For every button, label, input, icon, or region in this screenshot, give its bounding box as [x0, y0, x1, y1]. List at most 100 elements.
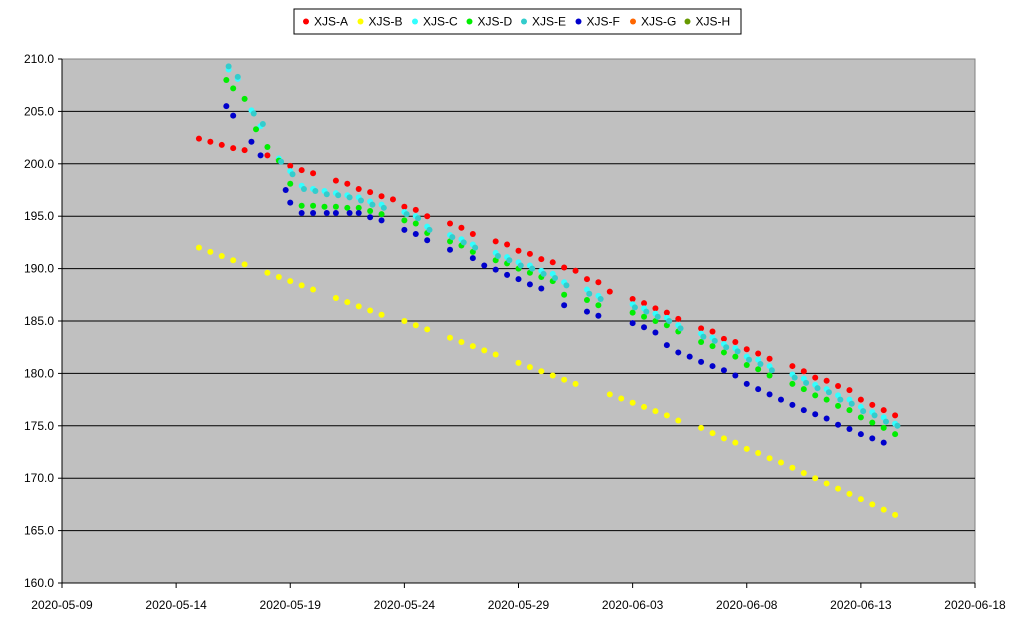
- legend-label: XJS-E: [532, 15, 566, 29]
- legend-item-xjs-b: XJS-B: [357, 15, 403, 29]
- data-point: [563, 282, 570, 289]
- data-point: [264, 152, 271, 159]
- data-point: [310, 202, 317, 209]
- series-xjs-a: [195, 135, 899, 419]
- data-point: [321, 203, 328, 210]
- legend-marker: [466, 18, 473, 25]
- x-tick-label: 2020-05-09: [31, 598, 93, 612]
- data-point: [380, 204, 387, 211]
- data-point: [800, 368, 807, 375]
- data-point: [549, 259, 556, 266]
- x-tick-label: 2020-06-08: [716, 598, 778, 612]
- data-point: [282, 187, 289, 193]
- data-point: [663, 309, 670, 316]
- data-point: [332, 177, 339, 184]
- data-point: [259, 120, 266, 127]
- legend-item-xjs-a: XJS-A: [303, 15, 348, 29]
- data-point: [743, 380, 750, 387]
- data-point: [469, 343, 476, 350]
- data-point: [572, 380, 579, 387]
- data-point: [195, 135, 202, 142]
- data-point: [734, 348, 741, 355]
- data-point: [415, 215, 422, 222]
- data-point: [709, 343, 716, 350]
- data-point: [583, 297, 590, 304]
- series-xjs-d: [223, 76, 899, 438]
- data-point: [472, 244, 479, 251]
- data-point: [447, 220, 454, 227]
- data-point: [561, 302, 568, 309]
- data-point: [506, 257, 513, 264]
- data-point: [641, 403, 648, 410]
- data-point: [492, 238, 499, 245]
- data-point: [846, 387, 853, 394]
- y-axis-ticks: 160.0 165.0 170.0 175.0 180.0 185.0 190.0 195.0…: [24, 52, 975, 590]
- data-point: [310, 286, 317, 293]
- data-point: [298, 210, 305, 217]
- data-point: [300, 185, 307, 192]
- data-point: [606, 288, 613, 295]
- data-point: [880, 407, 887, 414]
- data-point: [401, 318, 408, 324]
- data-point: [401, 203, 408, 210]
- data-point: [469, 255, 476, 262]
- data-point: [225, 63, 232, 70]
- data-point: [652, 408, 659, 415]
- data-point: [424, 237, 431, 244]
- data-point: [378, 211, 385, 218]
- legend-marker: [630, 18, 636, 25]
- legend-marker: [684, 18, 691, 25]
- data-point: [529, 265, 536, 272]
- legend-marker: [575, 18, 582, 25]
- data-point: [698, 325, 705, 332]
- data-point: [800, 407, 807, 414]
- data-point: [287, 162, 294, 169]
- data-point: [641, 324, 648, 331]
- x-tick-label: 2020-05-14: [145, 598, 207, 612]
- data-point: [812, 374, 819, 381]
- data-point: [346, 194, 353, 201]
- data-point: [540, 270, 547, 277]
- data-point: [812, 411, 819, 418]
- series-xjs-e: [225, 63, 901, 429]
- data-point: [746, 356, 753, 363]
- data-point: [835, 485, 842, 492]
- data-point: [230, 145, 237, 152]
- data-point: [218, 141, 225, 148]
- data-point: [675, 349, 682, 356]
- data-point: [298, 282, 305, 289]
- data-point: [538, 256, 545, 263]
- data-point: [789, 401, 796, 408]
- data-point: [880, 506, 887, 513]
- series-xjs-c: [225, 66, 899, 427]
- data-point: [812, 475, 819, 482]
- y-tick-label: 160.0: [24, 576, 54, 590]
- data-point: [743, 346, 750, 353]
- data-point: [846, 425, 853, 432]
- data-point: [234, 73, 241, 80]
- data-point: [835, 421, 842, 428]
- x-tick-label: 2020-05-24: [374, 598, 436, 612]
- data-point: [195, 244, 202, 251]
- data-point: [777, 459, 784, 466]
- data-point: [504, 271, 511, 278]
- data-point: [378, 193, 385, 200]
- data-point: [755, 350, 762, 357]
- data-point: [709, 363, 716, 370]
- data-point: [515, 247, 522, 254]
- legend-item-xjs-c: XJS-C: [412, 15, 458, 29]
- data-point: [791, 374, 798, 381]
- data-point: [248, 138, 255, 145]
- data-point: [743, 445, 750, 452]
- data-point: [618, 395, 625, 402]
- data-point: [720, 367, 727, 374]
- data-point: [732, 439, 739, 446]
- data-point: [312, 188, 319, 195]
- data-point: [355, 303, 362, 310]
- data-point: [800, 386, 807, 393]
- data-points: [195, 63, 901, 518]
- data-point: [257, 152, 264, 159]
- y-tick-label: 200.0: [24, 157, 54, 171]
- data-point: [789, 380, 796, 387]
- data-point: [823, 415, 830, 422]
